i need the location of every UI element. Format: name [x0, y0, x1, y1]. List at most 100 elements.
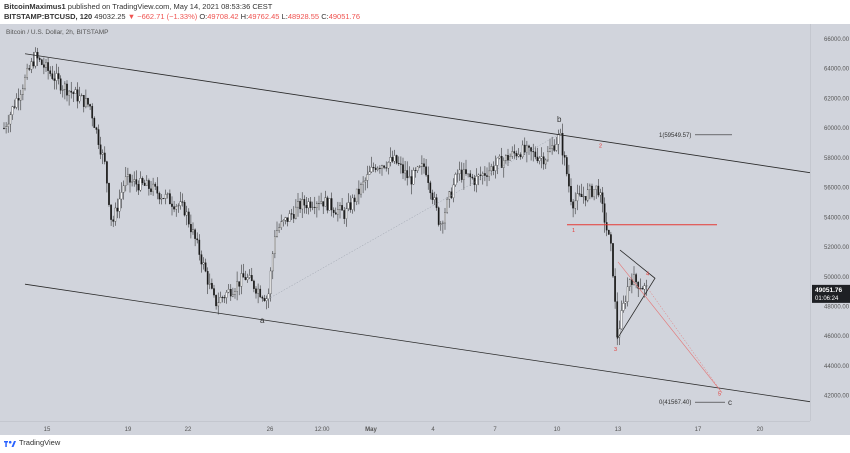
candle-body: [395, 155, 398, 164]
candle-body: [311, 206, 314, 208]
author-name[interactable]: BitcoinMaximus1: [4, 2, 66, 11]
candle-body: [513, 151, 516, 154]
candle-body: [236, 281, 238, 292]
candle-body: [206, 271, 209, 285]
candle-body: [528, 145, 530, 148]
candle-body: [496, 157, 499, 166]
candle-body: [175, 206, 178, 210]
wave-count-label: 5: [718, 392, 721, 398]
candle-body: [620, 310, 623, 330]
candle-body: [603, 203, 606, 223]
candle-body: [133, 179, 136, 182]
candle-body: [22, 88, 24, 95]
price-tick-label: 46000.00: [824, 334, 850, 340]
candle-body: [635, 274, 637, 283]
candle-body: [341, 205, 343, 211]
countdown-timer: 01:06:24: [815, 296, 839, 302]
candle-body: [190, 224, 192, 233]
price-tick-label: 52000.00: [824, 245, 850, 251]
candle-body: [122, 185, 125, 193]
candle-body: [292, 214, 295, 219]
candle-body: [286, 217, 289, 222]
candle-body: [622, 303, 625, 311]
candle-body: [152, 183, 154, 192]
candle-body: [639, 288, 642, 290]
candle-body: [582, 196, 585, 198]
time-axis[interactable]: 15 19 22 26 12:00 May 4 7 10 13 17 20: [0, 421, 810, 435]
projection-line: [617, 261, 723, 393]
candle-body: [349, 202, 352, 210]
candle-body: [439, 223, 442, 225]
candle-body: [555, 144, 558, 151]
candle-body: [143, 182, 146, 186]
wave-label-c: c: [728, 398, 732, 407]
candle-body: [288, 213, 291, 222]
candle-body: [110, 204, 112, 220]
candle-body: [43, 64, 45, 68]
candle-body: [561, 133, 564, 156]
candle-body: [477, 174, 480, 177]
candle-body: [26, 68, 28, 78]
candle-body: [337, 209, 339, 215]
candle-body: [421, 163, 423, 167]
candle-body: [427, 174, 430, 183]
candle-body: [305, 205, 308, 209]
candle-body: [120, 192, 123, 200]
high-label: H:: [240, 12, 249, 21]
candle-body: [364, 180, 367, 183]
candle-body: [481, 173, 484, 176]
candle-body: [148, 180, 150, 189]
candle-body: [141, 178, 144, 184]
close-value: 49051.76: [328, 12, 360, 21]
current-price-tag: [812, 284, 850, 303]
candles: [3, 47, 648, 346]
price-axis[interactable]: 42000.00 44000.00 46000.00 48000.00 50000.00…: [781, 24, 850, 421]
candle-body: [242, 273, 245, 278]
wave-count-label: 2: [599, 143, 602, 149]
candle-body: [91, 106, 94, 119]
candle-body: [593, 189, 595, 197]
chart-title: Bitcoin / U.S. Dollar, 2h, BITSTAMP: [6, 29, 108, 36]
price-tick-label: 62000.00: [824, 96, 850, 102]
candle-body: [15, 98, 18, 108]
time-tick-label: 12:00: [314, 427, 330, 433]
candle-body: [169, 193, 171, 205]
time-axis-svg: 15 19 22 26 12:00 May 4 7 10 13 17 20: [44, 427, 764, 433]
candle-body: [633, 274, 635, 285]
price-tick-label: 58000.00: [824, 156, 850, 162]
candle-body: [393, 155, 396, 162]
candle-body: [145, 180, 148, 186]
candle-body: [265, 298, 268, 301]
candle-body: [614, 275, 616, 302]
candle-body: [486, 175, 488, 177]
candle-body: [30, 61, 33, 70]
candle-body: [400, 163, 402, 165]
candle-body: [271, 253, 274, 272]
candle-body: [624, 301, 627, 304]
chart-pane[interactable]: Bitcoin / U.S. Dollar, 2h, BITSTAMP 1(59…: [0, 24, 811, 421]
candle-body: [360, 184, 362, 195]
candle-body: [49, 70, 52, 74]
candle-body: [253, 280, 255, 289]
candle-body: [599, 192, 602, 196]
candle-body: [576, 193, 579, 202]
candle-body: [158, 193, 161, 200]
tradingview-brand[interactable]: TradingView: [4, 438, 60, 447]
candle-body: [605, 222, 608, 231]
candle-body: [36, 51, 39, 59]
candle-body: [64, 83, 66, 90]
candle-body: [551, 145, 553, 149]
candle-body: [374, 167, 377, 170]
candle-body: [366, 174, 369, 181]
candle-body: [38, 57, 41, 60]
wave-count-label: 3: [614, 347, 617, 353]
candle-body: [17, 98, 20, 101]
candle-body: [397, 163, 400, 165]
candle-body: [181, 201, 184, 203]
candle-body: [446, 199, 448, 213]
candlestick-chart[interactable]: Bitcoin / U.S. Dollar, 2h, BITSTAMP 1(59…: [0, 24, 811, 421]
candle-body: [295, 206, 297, 219]
candle-body: [492, 166, 495, 172]
candle-body: [259, 288, 262, 298]
candle-body: [124, 176, 127, 186]
